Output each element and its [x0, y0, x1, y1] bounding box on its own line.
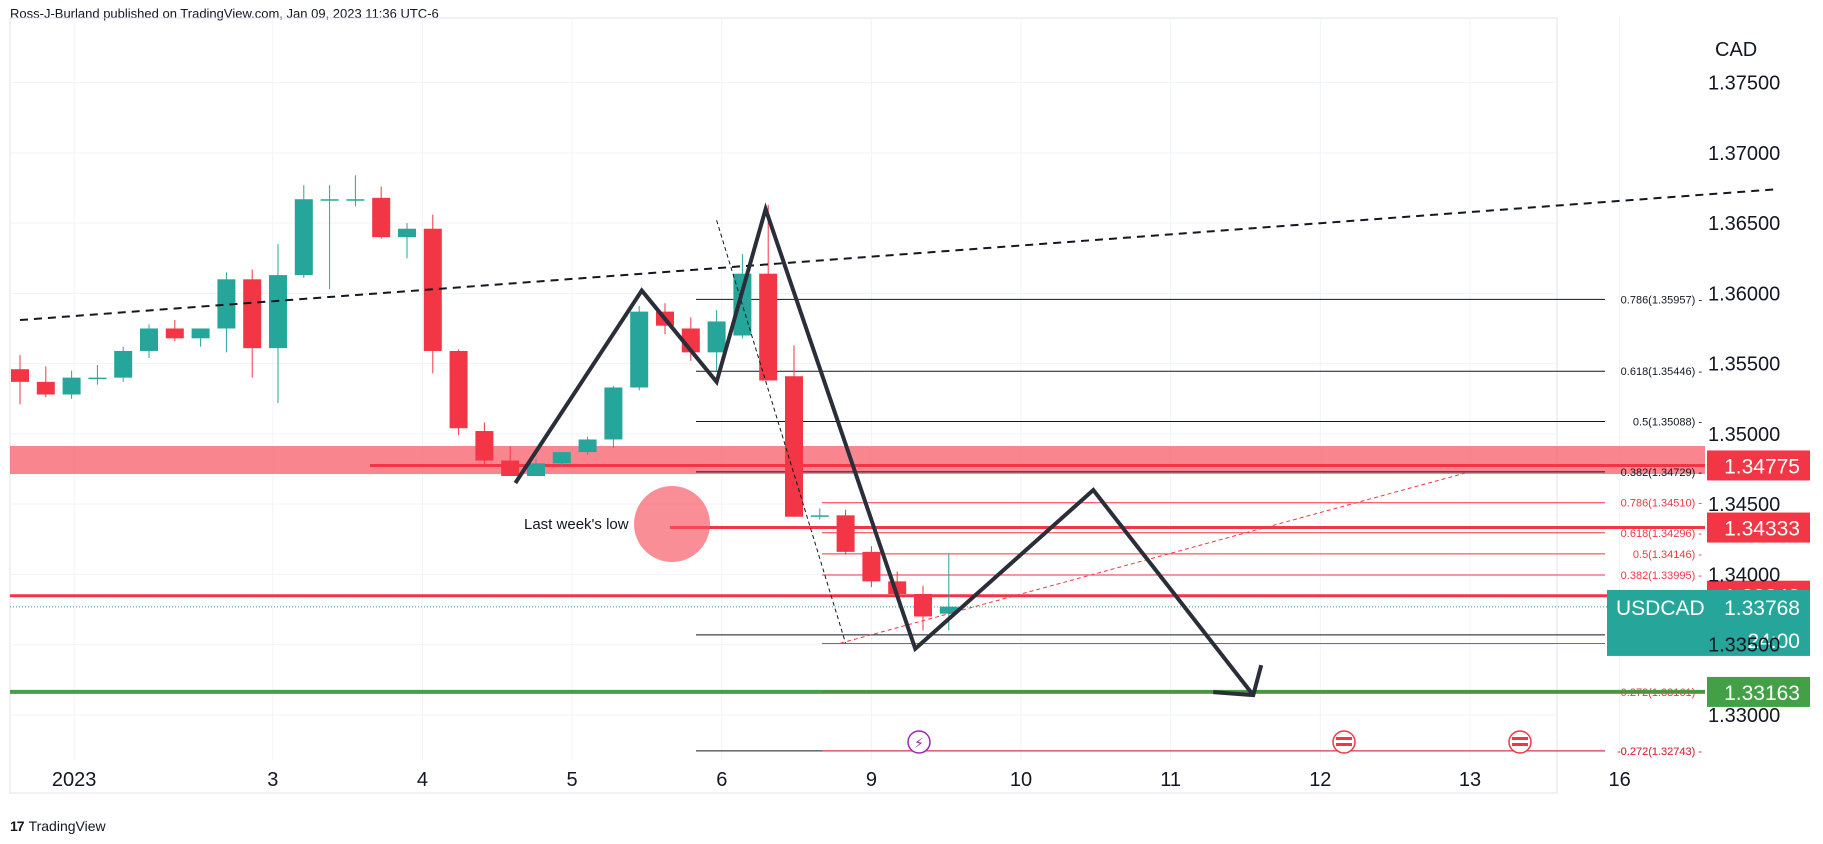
us-flag-event-icon[interactable]: [1508, 730, 1532, 754]
candle-body: [191, 328, 210, 339]
time-tick-label: 12: [1309, 769, 1331, 791]
lightning-event-icon[interactable]: [907, 730, 931, 754]
fib-level-label: 0.618(1.34296) -: [1621, 528, 1703, 540]
price-tick-label: 1.37500: [1708, 73, 1780, 95]
candle-body: [11, 369, 29, 382]
fib-level-label: -0.272(1.32743) -: [1617, 746, 1702, 758]
candle-body: [320, 199, 339, 201]
price-tick-label: 1.37000: [1708, 143, 1780, 165]
tradingview-footer[interactable]: 17 TradingView: [10, 818, 106, 834]
candle-body: [140, 328, 158, 351]
candle-body: [475, 431, 494, 461]
annotation-label: Last week's low: [524, 516, 629, 533]
candle-body: [785, 376, 803, 517]
symbol-label: USDCAD: [1616, 597, 1705, 620]
trendline: [19, 188, 1775, 322]
publisher-caption: Ross-J-Burland published on TradingView.…: [10, 6, 439, 21]
candle-body: [36, 381, 55, 395]
price-tick-label: 1.33000: [1708, 705, 1780, 727]
fib-level-label: 0.786(1.35957) -: [1621, 294, 1703, 306]
price-badge: [1707, 676, 1810, 707]
fib-connector-line: [716, 220, 847, 644]
candle-body: [578, 439, 597, 453]
price-tick-label: 1.35000: [1708, 424, 1780, 446]
fib-level-label: -0.272(1.32743) -: [1617, 746, 1702, 758]
candle-body: [914, 594, 932, 617]
last-price-label: 1.33768: [1724, 597, 1800, 620]
price-tick-label: 1.34500: [1708, 494, 1780, 516]
svg-text:⚡: ⚡: [914, 736, 924, 752]
candle-body: [552, 452, 571, 464]
time-tick-label: 10: [1010, 769, 1032, 791]
price-badge-label: 1.34775: [1724, 455, 1800, 478]
candle-body: [269, 275, 287, 349]
projection-arrowhead: [1213, 664, 1264, 698]
candle-body: [759, 273, 778, 381]
time-tick-label: 3: [267, 769, 278, 791]
candle-body: [527, 463, 545, 476]
time-tick-label: 4: [417, 769, 428, 791]
candle-body: [372, 197, 391, 238]
candle-body: [810, 515, 829, 517]
fib-connector-line: [840, 472, 1465, 644]
time-tick-label: 13: [1459, 769, 1481, 791]
us-flag-event-icon[interactable]: [1332, 730, 1356, 754]
candle-body: [501, 460, 520, 476]
horizontal-levels: [10, 463, 1705, 694]
event-icons: ⚡: [907, 730, 1532, 754]
candle-body: [939, 606, 958, 614]
currency-label: CAD: [1715, 39, 1757, 61]
time-tick-label: 11: [1160, 769, 1181, 791]
price-tick-label: 1.34000: [1708, 564, 1780, 586]
symbol-badge: [1607, 589, 1810, 656]
time-tick-label: 16: [1608, 769, 1630, 791]
low-marker-circle: [634, 486, 710, 562]
candle-body: [836, 515, 855, 552]
candle-body: [346, 199, 365, 201]
grid: [10, 18, 1621, 760]
price-axis[interactable]: CAD 1.37500 1.37000 1.36500 1.36000 1.35500 1…: [1708, 39, 1780, 727]
price-tick-label: 1.36000: [1708, 283, 1780, 305]
price-badge-label: 1.34333: [1724, 518, 1800, 541]
time-tick-label: 6: [716, 769, 727, 791]
candle-body: [707, 321, 726, 353]
bar-countdown: 24:00: [1747, 630, 1800, 653]
candle-body: [604, 387, 623, 440]
price-badge-label: 1.33163: [1724, 682, 1800, 705]
candles: [11, 175, 958, 631]
fib-level-label: 0.618(1.35446) -: [1621, 366, 1703, 378]
price-tick-label: 1.35500: [1708, 354, 1780, 376]
candle-body: [398, 228, 416, 238]
candle-body: [62, 377, 81, 395]
drawings: Last week's low: [19, 188, 1775, 698]
candle-body: [630, 311, 649, 388]
price-tick-label: 1.33500: [1708, 635, 1780, 657]
price-chart[interactable]: 0.786(1.35957) - 0.618(1.35446) - 0.5(1.35…: [0, 0, 1823, 810]
candle-body: [449, 350, 468, 429]
resistance-zone: [10, 446, 1705, 474]
candle-body: [243, 279, 262, 349]
time-axis[interactable]: 2023 3 4 5 6 9 10 11 12 13 16: [52, 769, 1631, 791]
time-tick-label: 2023: [52, 769, 97, 791]
candle-body: [862, 551, 881, 582]
tradingview-logo: 17: [10, 818, 25, 834]
fib-level-label: 0.786(1.34510) -: [1621, 498, 1703, 510]
candle-body: [165, 328, 184, 339]
candle-body: [217, 279, 236, 329]
fib-level-label: 0.5(1.35088) -: [1633, 416, 1702, 428]
price-badges: 1.347751.343331.338481.33163USDCAD1.3376…: [1607, 450, 1810, 707]
fib-level-label: 0.382(1.33995) -: [1621, 570, 1703, 582]
price-tick-label: 1.36500: [1708, 213, 1780, 235]
candle-body: [114, 350, 133, 378]
time-tick-label: 9: [866, 769, 877, 791]
fib-level-label: 0.382(1.34729) -: [1621, 467, 1703, 479]
tradingview-brand: TradingView: [28, 818, 106, 834]
time-tick-label: 5: [567, 769, 578, 791]
candle-body: [88, 377, 107, 380]
projection-path: [513, 202, 1255, 697]
fib-level-label: 0.5(1.34146) -: [1633, 549, 1702, 561]
price-badge: [1707, 450, 1810, 481]
price-badge: [1707, 512, 1810, 543]
candle-body: [294, 199, 313, 276]
